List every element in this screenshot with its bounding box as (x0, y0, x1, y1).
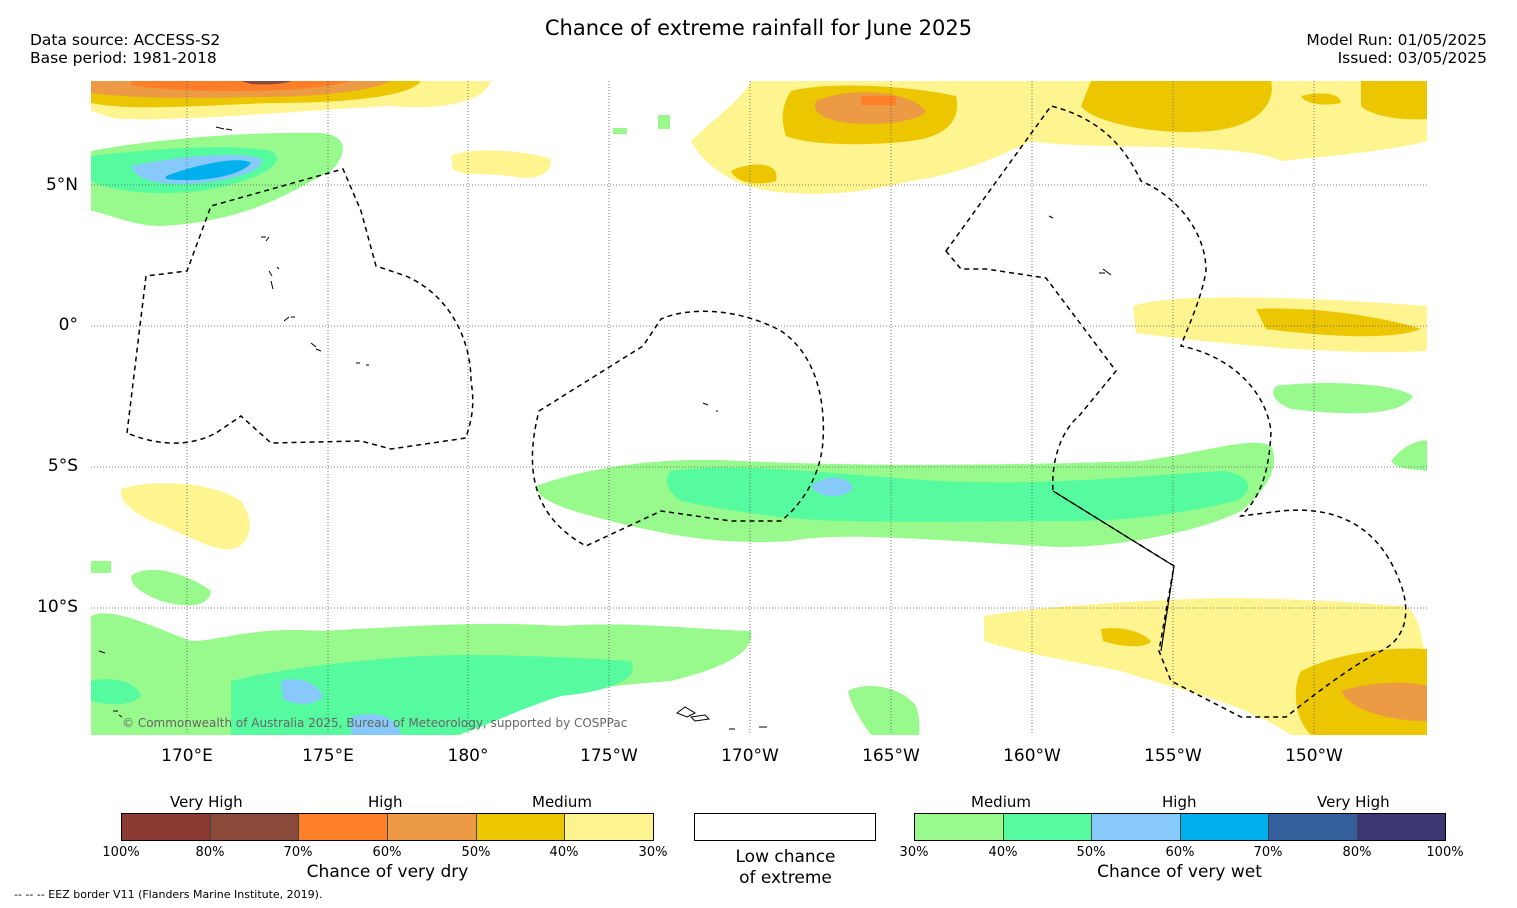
dry-patch-southwest (120, 483, 250, 550)
page-title: Chance of extreme rainfall for June 2025 (544, 16, 973, 40)
dry-swatch-6 (565, 814, 653, 840)
data-source-info: Data source: ACCESS-S2 Base period: 1981… (30, 31, 220, 67)
lon-label-160w: 160°W (1003, 746, 1061, 766)
dry-colorbar (121, 813, 654, 841)
dry-swatch-1 (122, 814, 211, 840)
lon-label-180: 180° (447, 746, 489, 766)
lon-label-155w: 155°W (1144, 746, 1202, 766)
wet-region-southwest (91, 561, 752, 735)
model-run-info: Model Run: 01/05/2025 Issued: 03/05/2025 (1306, 31, 1487, 67)
lat-label-5n: 5°N (45, 175, 78, 195)
wet-tick-70: 70% (1253, 845, 1283, 860)
dry-tick-70: 70% (283, 845, 313, 860)
lon-label-170e: 170°E (161, 746, 213, 766)
lon-label-165w: 165°W (862, 746, 920, 766)
eez-solid-border (1052, 490, 1175, 652)
dry-swatch-3 (299, 814, 388, 840)
wet-tick-50: 50% (1076, 845, 1106, 860)
wet-patch-small-2 (658, 115, 670, 129)
dry-tick-50: 50% (461, 845, 491, 860)
wet-swatch-4 (1181, 814, 1269, 840)
low-chance-line-2: of extreme (739, 868, 832, 888)
wet-swatch-5 (1269, 814, 1358, 840)
dry-label-medium: Medium (532, 793, 592, 811)
data-source-text: Data source: ACCESS-S2 (30, 31, 221, 49)
wet-tick-80: 80% (1342, 845, 1372, 860)
dry-legend-title: Chance of very dry (306, 862, 469, 882)
dry-region-southeast (984, 598, 1427, 735)
wet-swatch-1 (915, 814, 1004, 840)
eez-borders (126, 105, 1407, 718)
lat-label-0: 0° (58, 315, 78, 335)
dry-tick-40: 40% (549, 845, 579, 860)
islands (98, 126, 1112, 730)
wet-patch-east (1273, 383, 1413, 414)
wet-swatch-2 (1004, 814, 1092, 840)
wet-patch-south-center (848, 686, 920, 735)
lat-label-10s: 10°S (37, 597, 78, 617)
wet-tick-40: 40% (988, 845, 1018, 860)
wet-label-very-high: Very High (1317, 793, 1390, 811)
wet-band-central (536, 442, 1275, 547)
dry-swatch-2 (211, 814, 299, 840)
eez-footnote: -- -- -- EEZ border V11 (Flanders Marine… (14, 888, 323, 901)
model-run-text: Model Run: 01/05/2025 (1306, 31, 1487, 49)
dry-swatch-4 (388, 814, 477, 840)
wet-patch-small-1 (613, 128, 627, 134)
wet-tick-100: 100% (1426, 845, 1464, 860)
wet-legend-title: Chance of very wet (1097, 862, 1262, 882)
dry-tick-100: 100% (102, 845, 140, 860)
issued-text: Issued: 03/05/2025 (1337, 49, 1487, 67)
wet-swatch-6 (1358, 814, 1445, 840)
wet-region-northwest (91, 132, 343, 226)
dry-tick-30: 30% (638, 845, 668, 860)
graticule (91, 81, 1427, 735)
dry-swatch-5 (477, 814, 565, 840)
low-chance-swatch (694, 813, 876, 841)
low-chance-line-1: Low chance (735, 847, 836, 867)
wet-patch-far-east (1391, 440, 1427, 471)
lat-label-5s: 5°S (47, 456, 78, 476)
dry-tick-80: 80% (195, 845, 225, 860)
dry-label-high: High (368, 793, 403, 811)
wet-tick-60: 60% (1165, 845, 1195, 860)
wet-tick-30: 30% (899, 845, 929, 860)
dry-region-northwest (91, 81, 491, 120)
copyright-credit: © Commonwealth of Australia 2025, Bureau… (122, 716, 628, 730)
base-period-text: Base period: 1981-2018 (30, 49, 217, 67)
lon-label-175w: 175°W (580, 746, 638, 766)
wet-label-high: High (1162, 793, 1197, 811)
dry-band-equator-east (1133, 297, 1427, 353)
map-svg (91, 81, 1427, 735)
lon-label-170w: 170°W (721, 746, 779, 766)
dry-tick-60: 60% (372, 845, 402, 860)
lon-label-175e: 175°E (302, 746, 354, 766)
dry-region-northeast (691, 81, 1427, 194)
rainfall-map (91, 81, 1427, 735)
wet-swatch-3 (1092, 814, 1181, 840)
wet-label-medium: Medium (971, 793, 1031, 811)
dry-label-very-high: Very High (170, 793, 243, 811)
low-chance-label: Low chance of extreme (695, 847, 876, 889)
wet-colorbar (914, 813, 1446, 841)
dry-patch-north-center (451, 150, 552, 178)
lon-label-150w: 150°W (1285, 746, 1343, 766)
